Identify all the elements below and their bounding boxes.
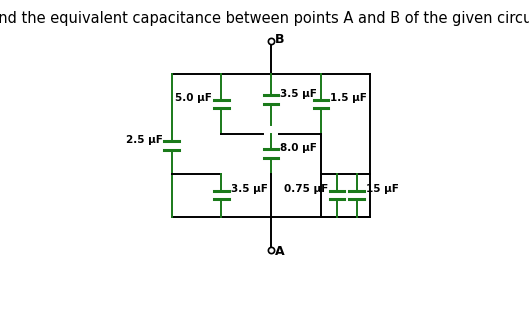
Text: 3.5 μF: 3.5 μF xyxy=(231,184,268,194)
Text: 1.5 μF: 1.5 μF xyxy=(330,93,367,103)
Text: 5.0 μF: 5.0 μF xyxy=(175,93,212,103)
Text: 0.75 μF: 0.75 μF xyxy=(284,184,328,194)
Text: A: A xyxy=(275,245,285,258)
Text: Find the equivalent capacitance between points A and B of the given circuit: Find the equivalent capacitance between … xyxy=(0,11,529,26)
Text: 15 μF: 15 μF xyxy=(366,184,399,194)
Text: 8.0 μF: 8.0 μF xyxy=(280,143,317,153)
Text: 2.5 μF: 2.5 μF xyxy=(125,135,162,145)
Text: B: B xyxy=(275,33,285,46)
Text: 3.5 μF: 3.5 μF xyxy=(280,89,317,99)
